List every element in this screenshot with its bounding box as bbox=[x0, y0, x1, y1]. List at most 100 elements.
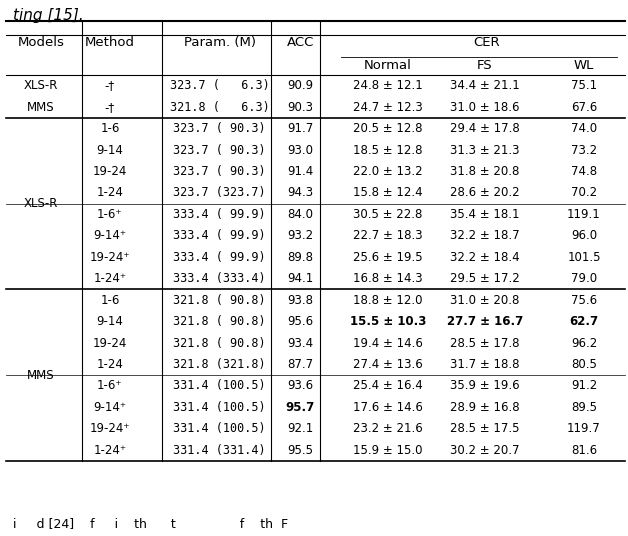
Text: 331.4 (100.5): 331.4 (100.5) bbox=[173, 401, 266, 414]
Text: 16.8 ± 14.3: 16.8 ± 14.3 bbox=[354, 272, 423, 285]
Text: 19.4 ± 14.6: 19.4 ± 14.6 bbox=[353, 337, 423, 349]
Text: 93.6: 93.6 bbox=[287, 379, 313, 392]
Text: 95.7: 95.7 bbox=[286, 401, 315, 414]
Text: 31.3 ± 21.3: 31.3 ± 21.3 bbox=[450, 144, 519, 157]
Text: 321.8 ( 90.8): 321.8 ( 90.8) bbox=[173, 337, 266, 349]
Text: 321.8 (   6.3): 321.8 ( 6.3) bbox=[170, 101, 269, 114]
Text: 30.5 ± 22.8: 30.5 ± 22.8 bbox=[354, 208, 423, 221]
Text: 24.8 ± 12.1: 24.8 ± 12.1 bbox=[353, 79, 423, 92]
Text: 1-24: 1-24 bbox=[97, 358, 123, 371]
Text: 73.2: 73.2 bbox=[571, 144, 597, 157]
Text: ACC: ACC bbox=[286, 36, 314, 49]
Text: 96.2: 96.2 bbox=[571, 337, 597, 349]
Text: 119.7: 119.7 bbox=[567, 422, 601, 435]
Text: 101.5: 101.5 bbox=[567, 251, 601, 264]
Text: 22.0 ± 13.2: 22.0 ± 13.2 bbox=[354, 165, 423, 178]
Text: 81.6: 81.6 bbox=[571, 444, 597, 457]
Text: 87.7: 87.7 bbox=[287, 358, 313, 371]
Text: 23.2 ± 21.6: 23.2 ± 21.6 bbox=[353, 422, 423, 435]
Text: 28.9 ± 16.8: 28.9 ± 16.8 bbox=[450, 401, 519, 414]
Text: 89.5: 89.5 bbox=[571, 401, 597, 414]
Text: 62.7: 62.7 bbox=[570, 315, 598, 328]
Text: 321.8 ( 90.8): 321.8 ( 90.8) bbox=[173, 294, 266, 307]
Text: -†: -† bbox=[105, 79, 115, 92]
Text: 30.2 ± 20.7: 30.2 ± 20.7 bbox=[450, 444, 519, 457]
Text: 32.2 ± 18.7: 32.2 ± 18.7 bbox=[450, 229, 519, 242]
Text: 15.8 ± 12.4: 15.8 ± 12.4 bbox=[354, 187, 423, 199]
Text: 96.0: 96.0 bbox=[571, 229, 597, 242]
Text: 17.6 ± 14.6: 17.6 ± 14.6 bbox=[353, 401, 423, 414]
Text: 15.9 ± 15.0: 15.9 ± 15.0 bbox=[354, 444, 423, 457]
Text: 24.7 ± 12.3: 24.7 ± 12.3 bbox=[353, 101, 423, 114]
Text: 331.4 (100.5): 331.4 (100.5) bbox=[173, 422, 266, 435]
Text: 31.7 ± 18.8: 31.7 ± 18.8 bbox=[450, 358, 519, 371]
Text: 19-24: 19-24 bbox=[93, 337, 127, 349]
Text: 119.1: 119.1 bbox=[567, 208, 601, 221]
Text: 1-24: 1-24 bbox=[97, 187, 123, 199]
Text: 321.8 ( 90.8): 321.8 ( 90.8) bbox=[173, 315, 266, 328]
Text: 29.5 ± 17.2: 29.5 ± 17.2 bbox=[450, 272, 520, 285]
Text: 67.6: 67.6 bbox=[571, 101, 597, 114]
Text: 70.2: 70.2 bbox=[571, 187, 597, 199]
Text: 1-6: 1-6 bbox=[100, 294, 119, 307]
Text: Param. (M): Param. (M) bbox=[184, 36, 256, 49]
Text: 9-14: 9-14 bbox=[97, 315, 123, 328]
Text: 74.0: 74.0 bbox=[571, 122, 597, 135]
Text: 95.5: 95.5 bbox=[287, 444, 313, 457]
Text: 93.4: 93.4 bbox=[287, 337, 313, 349]
Text: 9-14: 9-14 bbox=[97, 144, 123, 157]
Text: 18.5 ± 12.8: 18.5 ± 12.8 bbox=[354, 144, 423, 157]
Text: 93.8: 93.8 bbox=[287, 294, 313, 307]
Text: 28.5 ± 17.5: 28.5 ± 17.5 bbox=[450, 422, 519, 435]
Text: 93.0: 93.0 bbox=[287, 144, 313, 157]
Text: 75.6: 75.6 bbox=[571, 294, 597, 307]
Text: 31.0 ± 20.8: 31.0 ± 20.8 bbox=[450, 294, 519, 307]
Text: 35.9 ± 19.6: 35.9 ± 19.6 bbox=[450, 379, 519, 392]
Text: 1-24⁺: 1-24⁺ bbox=[94, 272, 126, 285]
Text: CER: CER bbox=[473, 36, 499, 49]
Text: 94.3: 94.3 bbox=[287, 187, 313, 199]
Text: 323.7 ( 90.3): 323.7 ( 90.3) bbox=[173, 144, 266, 157]
Text: 91.4: 91.4 bbox=[287, 165, 313, 178]
Text: 19-24⁺: 19-24⁺ bbox=[90, 251, 130, 264]
Text: 92.1: 92.1 bbox=[287, 422, 313, 435]
Text: 1-6⁺: 1-6⁺ bbox=[97, 208, 122, 221]
Text: 27.7 ± 16.7: 27.7 ± 16.7 bbox=[447, 315, 523, 328]
Text: 323.7 ( 90.3): 323.7 ( 90.3) bbox=[173, 165, 266, 178]
Text: 331.4 (331.4): 331.4 (331.4) bbox=[173, 444, 266, 457]
Text: 323.7 (   6.3): 323.7 ( 6.3) bbox=[170, 79, 269, 92]
Text: Models: Models bbox=[18, 36, 64, 49]
Text: 9-14⁺: 9-14⁺ bbox=[94, 229, 126, 242]
Text: 35.4 ± 18.1: 35.4 ± 18.1 bbox=[450, 208, 519, 221]
Text: 331.4 (100.5): 331.4 (100.5) bbox=[173, 379, 266, 392]
Text: 93.2: 93.2 bbox=[287, 229, 313, 242]
Text: i     d [24]    f     i    th      t                f    th  F: i d [24] f i th t f th F bbox=[13, 517, 288, 530]
Text: 31.0 ± 18.6: 31.0 ± 18.6 bbox=[450, 101, 519, 114]
Text: 94.1: 94.1 bbox=[287, 272, 313, 285]
Text: 321.8 (321.8): 321.8 (321.8) bbox=[173, 358, 266, 371]
Text: 333.4 ( 99.9): 333.4 ( 99.9) bbox=[173, 208, 266, 221]
Text: 1-6⁺: 1-6⁺ bbox=[97, 379, 122, 392]
Text: 333.4 (333.4): 333.4 (333.4) bbox=[173, 272, 266, 285]
Text: MMS: MMS bbox=[27, 369, 55, 382]
Text: 90.9: 90.9 bbox=[287, 79, 313, 92]
Text: 34.4 ± 21.1: 34.4 ± 21.1 bbox=[450, 79, 520, 92]
Text: 75.1: 75.1 bbox=[571, 79, 597, 92]
Text: 91.2: 91.2 bbox=[571, 379, 597, 392]
Text: 74.8: 74.8 bbox=[571, 165, 597, 178]
Text: 84.0: 84.0 bbox=[287, 208, 313, 221]
Text: MMS: MMS bbox=[27, 101, 55, 114]
Text: XLS-R: XLS-R bbox=[24, 197, 58, 210]
Text: 28.6 ± 20.2: 28.6 ± 20.2 bbox=[450, 187, 519, 199]
Text: 333.4 ( 99.9): 333.4 ( 99.9) bbox=[173, 251, 266, 264]
Text: 28.5 ± 17.8: 28.5 ± 17.8 bbox=[450, 337, 519, 349]
Text: 32.2 ± 18.4: 32.2 ± 18.4 bbox=[450, 251, 519, 264]
Text: 323.7 (323.7): 323.7 (323.7) bbox=[173, 187, 266, 199]
Text: Normal: Normal bbox=[364, 59, 412, 72]
Text: 18.8 ± 12.0: 18.8 ± 12.0 bbox=[354, 294, 423, 307]
Text: 29.4 ± 17.8: 29.4 ± 17.8 bbox=[450, 122, 520, 135]
Text: 90.3: 90.3 bbox=[287, 101, 313, 114]
Text: -†: -† bbox=[105, 101, 115, 114]
Text: Method: Method bbox=[85, 36, 135, 49]
Text: 1-24⁺: 1-24⁺ bbox=[94, 444, 126, 457]
